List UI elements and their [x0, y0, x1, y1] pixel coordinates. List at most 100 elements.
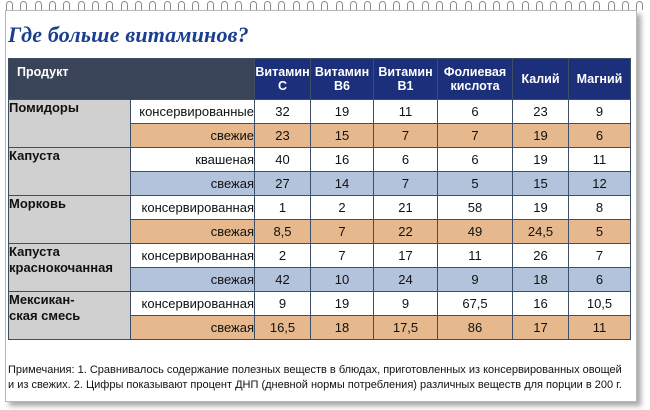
- value-cell: 16: [310, 147, 374, 172]
- spiral-ring: [134, 1, 142, 10]
- table-row: свежая 8,5 7 22 49 24,5 5: [9, 219, 631, 244]
- spiral-ring: [192, 1, 200, 10]
- value-cell: 17,5: [373, 315, 438, 340]
- variant-cell: консервированные: [130, 99, 255, 124]
- value-cell: 9: [373, 291, 438, 316]
- header-line: Витамин: [314, 65, 370, 79]
- value-cell: 5: [568, 219, 631, 244]
- value-cell: 1: [254, 195, 311, 220]
- variant-cell: свежая: [130, 267, 255, 292]
- value-cell: 86: [437, 315, 513, 340]
- value-cell: 17: [512, 315, 569, 340]
- col-header-vitamin-c: Витамин C: [254, 58, 311, 100]
- spiral-ring: [493, 1, 501, 10]
- spiral-ring: [593, 1, 601, 10]
- value-cell: 24: [373, 267, 438, 292]
- notebook-spiral: [0, 0, 650, 10]
- value-cell: 15: [512, 171, 569, 196]
- spiral-ring: [91, 1, 99, 10]
- variant-cell: консервированная: [130, 243, 255, 268]
- col-header-vitamin-b6: Витамин B6: [310, 58, 374, 100]
- value-cell: 42: [254, 267, 311, 292]
- value-cell: 18: [512, 267, 569, 292]
- spiral-ring: [507, 1, 515, 10]
- product-name-red-cabbage: Капуста краснокочанная: [8, 243, 131, 292]
- spiral-ring: [6, 1, 13, 10]
- spiral-ring: [478, 1, 486, 10]
- spiral-ring: [149, 1, 157, 10]
- table-row: свежая 16,5 18 17,5 86 17 11: [9, 315, 631, 340]
- table-row: Помидоры консервированные 32 19 11 6 23 …: [8, 99, 631, 148]
- spiral-ring: [120, 1, 128, 10]
- value-cell: 9: [437, 267, 513, 292]
- value-cell: 10,5: [568, 291, 631, 316]
- value-cell: 16: [512, 291, 569, 316]
- value-cell: 7: [310, 243, 374, 268]
- col-header-vitamin-b1: Витамин B1: [373, 58, 438, 100]
- footnotes: Примечания: 1. Сравнивалось содержание п…: [8, 364, 622, 391]
- value-cell: 19: [512, 123, 569, 148]
- spiral-ring: [435, 1, 443, 10]
- spiral-ring: [106, 1, 114, 10]
- spiral-ring: [20, 1, 28, 10]
- value-cell: 8: [568, 195, 631, 220]
- spiral-ring: [235, 1, 243, 10]
- spiral-ring: [292, 1, 300, 10]
- spiral-ring: [464, 1, 472, 10]
- value-cell: 7: [373, 123, 438, 148]
- value-cell: 26: [512, 243, 569, 268]
- table-row: Мексикан-ская смесь консервированная 9 1…: [8, 291, 631, 340]
- spiral-ring: [550, 1, 558, 10]
- value-cell: 11: [568, 147, 631, 172]
- header-line: кислота: [450, 79, 500, 93]
- value-cell: 24,5: [512, 219, 569, 244]
- spiral-ring: [335, 1, 343, 10]
- value-cell: 5: [437, 171, 513, 196]
- header-line: Фолиевая: [443, 65, 507, 79]
- value-cell: 10: [310, 267, 374, 292]
- vitamin-table: Продукт Витамин C Витамин B6 Витамин B1 Фол…: [8, 58, 631, 340]
- spiral-ring: [378, 1, 386, 10]
- value-cell: 21: [373, 195, 438, 220]
- spiral-ring: [349, 1, 357, 10]
- value-cell: 11: [437, 243, 513, 268]
- spiral-ring: [407, 1, 415, 10]
- product-name-carrot: Морковь: [8, 195, 131, 244]
- product-name-line: ская смесь: [9, 308, 81, 323]
- spiral-ring: [77, 1, 85, 10]
- product-name-line: Мексикан-: [9, 292, 75, 307]
- spiral-ring: [163, 1, 171, 10]
- value-cell: 6: [568, 123, 631, 148]
- value-cell: 22: [373, 219, 438, 244]
- value-cell: 7: [310, 219, 374, 244]
- header-line: B1: [397, 79, 414, 93]
- table-row: Капуста краснокочанная консервированная 2…: [8, 243, 631, 292]
- col-header-potassium: Калий: [512, 58, 569, 100]
- value-cell: 16,5: [254, 315, 311, 340]
- header-line: C: [277, 79, 288, 93]
- variant-cell: консервированная: [130, 195, 255, 220]
- spiral-ring: [622, 1, 630, 10]
- spiral-ring: [263, 1, 271, 10]
- value-cell: 19: [512, 195, 569, 220]
- value-cell: 49: [437, 219, 513, 244]
- value-cell: 12: [568, 171, 631, 196]
- product-name-line: Капуста: [9, 244, 60, 259]
- header-line: Витамин: [378, 65, 433, 79]
- value-cell: 18: [310, 315, 374, 340]
- value-cell: 2: [254, 243, 311, 268]
- col-header-product: Продукт: [8, 58, 255, 100]
- col-header-folic-acid: Фолиевая кислота: [437, 58, 513, 100]
- value-cell: 19: [310, 99, 374, 124]
- spiral-ring: [421, 1, 429, 10]
- value-cell: 8,5: [254, 219, 311, 244]
- table-row: свежие 23 15 7 7 19 6: [9, 123, 631, 148]
- value-cell: 7: [568, 243, 631, 268]
- value-cell: 40: [254, 147, 311, 172]
- spiral-ring: [392, 1, 400, 10]
- variant-cell: свежие: [130, 123, 255, 148]
- spiral-ring: [364, 1, 372, 10]
- header-row: Продукт Витамин C Витамин B6 Витамин B1 Фол…: [8, 58, 631, 100]
- value-cell: 11: [373, 99, 438, 124]
- value-cell: 7: [373, 171, 438, 196]
